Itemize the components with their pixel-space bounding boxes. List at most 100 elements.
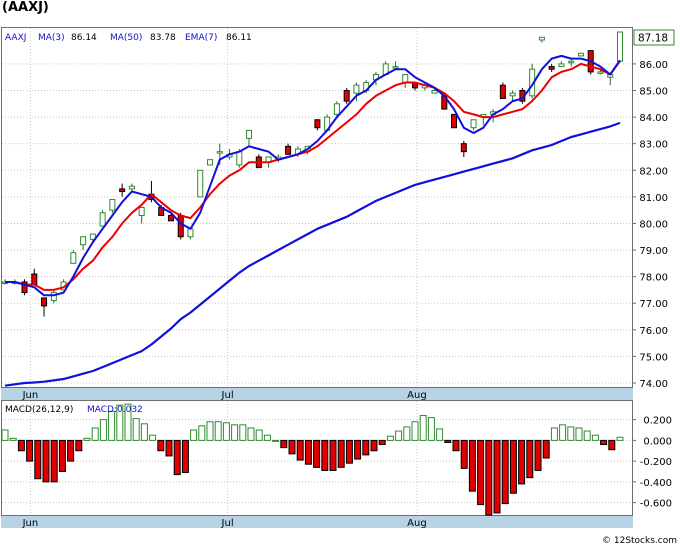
macd-bar-negative — [296, 439, 304, 461]
price-tick-label: 78.00 — [639, 273, 668, 284]
candle-up — [89, 233, 96, 240]
macd-bar-negative — [477, 439, 485, 506]
macd-bar-positive — [567, 426, 575, 441]
macd-bar-positive — [272, 439, 280, 442]
candle-up — [470, 119, 477, 129]
candle-up — [50, 292, 57, 302]
candle-up — [138, 207, 145, 216]
macd-bar-negative — [17, 439, 25, 452]
macd-bar-negative — [337, 439, 345, 468]
candle-up — [99, 212, 106, 227]
price-month-label: Jul — [221, 390, 234, 401]
macd-bar-negative — [542, 439, 550, 459]
macd-bar-positive — [419, 415, 427, 441]
candle-up — [577, 52, 584, 57]
legend-ma3-label: MA(3) — [38, 33, 65, 43]
macd-bar-negative — [600, 439, 608, 446]
macd-bar-negative — [42, 439, 50, 483]
candle-down — [548, 66, 555, 70]
candle-down — [21, 281, 28, 294]
macd-bar-positive — [386, 435, 394, 441]
macd-bar-positive — [149, 434, 157, 441]
macd-bar-negative — [75, 439, 83, 452]
legend-ema7-value: 86.11 — [226, 33, 252, 43]
macd-bar-negative — [181, 439, 189, 474]
macd-bar-negative — [526, 439, 534, 479]
macd-bar-positive — [403, 426, 411, 441]
candle-up — [392, 66, 399, 69]
candle-up — [197, 169, 204, 198]
macd-bar-positive — [206, 421, 214, 441]
macd-bar-negative — [362, 439, 370, 456]
macd-bar-negative — [58, 439, 66, 472]
candle-up — [216, 151, 223, 154]
candle-down — [31, 273, 38, 286]
price-tick-label: 74.00 — [639, 379, 668, 390]
macd-bar-positive — [83, 437, 91, 441]
macd-tick-label: 0.200 — [643, 416, 672, 427]
ma3-line — [5, 54, 621, 297]
macd-bar-negative — [67, 439, 75, 462]
legend-ma50-label: MA(50) — [110, 33, 142, 43]
macd-bar-negative — [509, 439, 517, 494]
candle-up — [207, 159, 213, 166]
macd-bar-negative — [173, 439, 181, 476]
macd-bar-negative — [452, 439, 460, 452]
macd-bar-positive — [99, 419, 107, 441]
macd-bar-positive — [91, 427, 99, 441]
macd-month-label: Jun — [22, 518, 39, 529]
legend-ma3-value: 86.14 — [71, 33, 97, 43]
candle-up — [568, 60, 575, 64]
macd-bar-positive — [214, 421, 222, 441]
price-month-label: Jun — [22, 390, 39, 401]
price-tick-label: 83.00 — [639, 140, 668, 151]
macd-bar-negative — [460, 439, 468, 469]
price-tick-label: 85.00 — [639, 86, 668, 97]
macd-bar-positive — [436, 428, 444, 441]
macd-date-axis-band — [1, 516, 633, 528]
ma50-line — [4, 121, 621, 387]
price-tick-label: 76.00 — [639, 326, 668, 337]
macd-bar-positive — [616, 436, 624, 441]
candle-up — [187, 228, 194, 238]
macd-bar-negative — [370, 439, 378, 452]
macd-bar-negative — [378, 439, 386, 446]
price-tick-label: 80.00 — [639, 219, 668, 230]
price-date-axis-band — [1, 388, 633, 400]
last-price-box — [633, 29, 675, 46]
price-tick-label: 79.00 — [639, 246, 668, 257]
macd-bar-positive — [132, 418, 140, 441]
macd-bar-negative — [313, 439, 321, 468]
macd-bar-positive — [559, 424, 567, 441]
macd-bar-negative — [304, 439, 312, 465]
macd-bar-negative — [26, 439, 34, 462]
macd-bar-positive — [190, 429, 198, 441]
macd-title: MACD(26,12,9) — [5, 405, 73, 415]
price-tick-label: 86.00 — [639, 60, 668, 71]
macd-bar-negative — [165, 439, 173, 457]
macd-bar-positive — [222, 422, 230, 441]
candle-up — [353, 84, 360, 94]
price-tick-label: 82.00 — [639, 166, 668, 177]
macd-bar-positive — [263, 434, 271, 441]
legend-ema7-label: EMA(7) — [185, 33, 217, 43]
price-tick-label: 77.00 — [639, 299, 668, 310]
candle-down — [167, 214, 174, 222]
macd-bar-negative — [157, 439, 165, 452]
macd-bar-positive — [247, 427, 255, 441]
candle-up — [80, 236, 87, 246]
macd-bar-negative — [493, 439, 501, 514]
macd-bar-positive — [395, 430, 403, 441]
macd-bar-positive — [239, 424, 247, 441]
macd-month-label: Jul — [221, 518, 234, 529]
macd-bar-negative — [288, 439, 296, 455]
macd-bar-positive — [231, 424, 239, 441]
price-panel — [1, 27, 633, 388]
macd-bar-positive — [583, 430, 591, 441]
candle-up — [128, 185, 135, 190]
legend-ticker: AAXJ — [5, 33, 26, 43]
candle-up — [538, 36, 545, 41]
macd-bar-positive — [255, 429, 263, 441]
ema7-line — [5, 60, 621, 291]
macd-bar-positive — [575, 427, 583, 441]
